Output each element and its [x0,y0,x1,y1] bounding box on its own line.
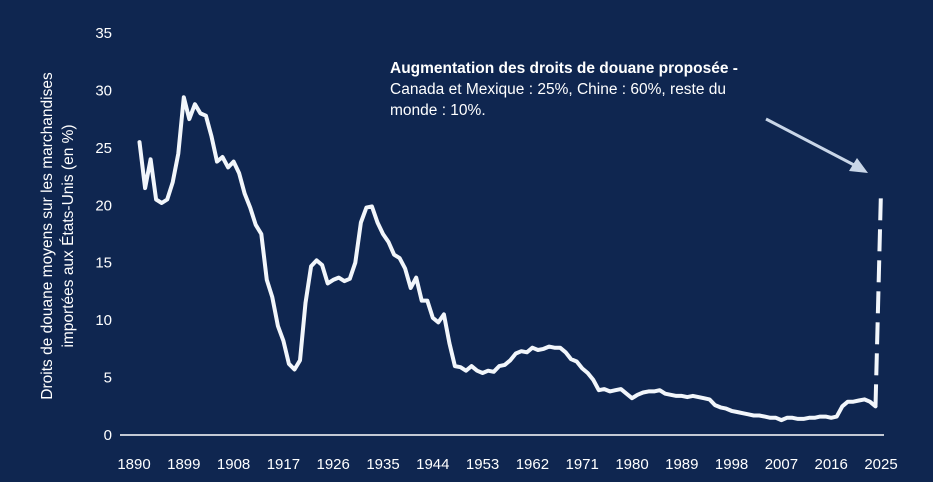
annotation-title: Augmentation des droits de douane propos… [390,60,738,77]
y-axis-title-line-1: Droits de douane moyens sur les marchand… [39,72,56,400]
y-tick-label: 15 [95,255,112,272]
y-tick-label: 30 [95,82,112,99]
x-tick-label: 1998 [715,456,748,473]
x-tick-label: 1962 [516,456,549,473]
x-tick-label: 2025 [864,456,897,473]
x-tick-label: 1989 [665,456,698,473]
x-tick-label: 1908 [217,456,250,473]
x-tick-label: 1944 [416,456,449,473]
series-layer [137,95,883,423]
y-tick-label: 25 [95,140,112,157]
x-tick-label: 1926 [317,456,350,473]
y-tick-label: 5 [104,370,112,387]
x-tick-label: 2016 [815,456,848,473]
annotation-arrow-shaft [765,117,857,168]
annotation-text: Augmentation des droits de douane propos… [390,58,850,121]
x-tick-label: 1953 [466,456,499,473]
x-tick-label: 1971 [566,456,599,473]
x-tick-label: 2007 [765,456,798,473]
y-tick-label: 35 [95,25,112,42]
annotation-line-2: monde : 10%. [390,102,486,119]
y-tick-label: 0 [104,427,112,444]
annotation-arrow-head [849,158,868,173]
y-axis-title-line-2: importées aux États-Unis (en %) [60,124,77,347]
y-tick-label: 20 [95,197,112,214]
y-tick-label: 10 [95,312,112,329]
x-tick-label: 1917 [267,456,300,473]
projected-tariff-line [873,190,883,407]
y-axis-title: Droits de douane moyens sur les marchand… [39,72,77,400]
historical-tariff-line [137,95,878,423]
x-tick-labels: 1890 1899 1908 1917 1926 1935 1944 1953 1962 1971… [117,456,897,473]
y-tick-labels: 0 5 10 15 20 25 30 35 [95,25,112,444]
x-tick-label: 1935 [366,456,399,473]
annotation-line-1: Canada et Mexique : 25%, Chine : 60%, re… [390,81,727,98]
x-tick-label: 1899 [167,456,200,473]
x-tick-label: 1890 [117,456,150,473]
x-tick-label: 1980 [615,456,648,473]
annotation-arrow [765,117,868,173]
